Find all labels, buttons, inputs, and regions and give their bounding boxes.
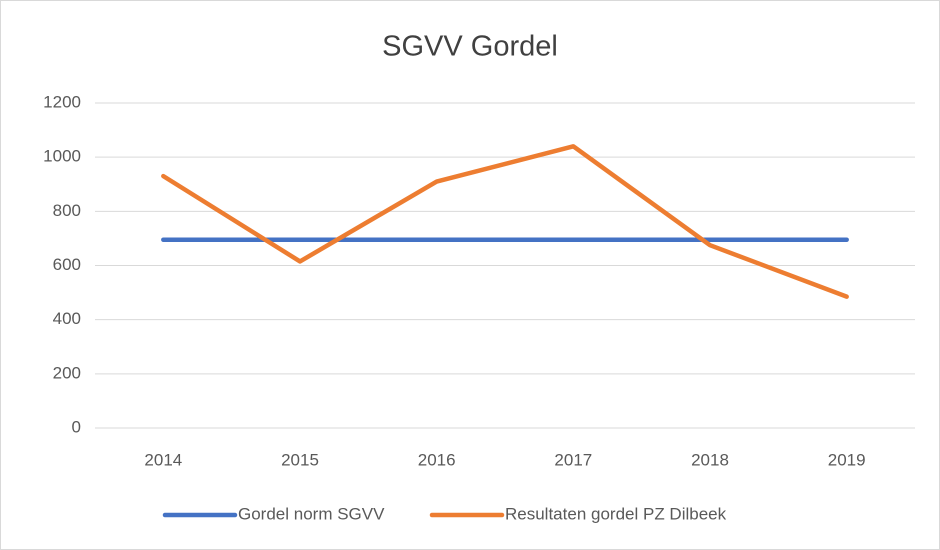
y-tick-label: 1000 bbox=[43, 147, 81, 166]
y-tick-label: 200 bbox=[53, 363, 81, 382]
y-tick-label: 600 bbox=[53, 255, 81, 274]
chart-title: SGVV Gordel bbox=[382, 31, 558, 63]
x-tick-label: 2019 bbox=[828, 450, 866, 469]
legend-label: Gordel norm SGVV bbox=[238, 504, 385, 523]
x-tick-label: 2018 bbox=[691, 450, 729, 469]
series-line bbox=[161, 144, 849, 299]
legend-label: Resultaten gordel PZ Dilbeek bbox=[505, 504, 727, 523]
x-tick-label: 2015 bbox=[281, 450, 319, 469]
y-tick-label: 800 bbox=[53, 201, 81, 220]
x-tick-label: 2014 bbox=[144, 450, 182, 469]
y-tick-label: 400 bbox=[53, 309, 81, 328]
y-tick-label: 0 bbox=[72, 417, 81, 436]
x-tick-label: 2016 bbox=[418, 450, 456, 469]
x-tick-label: 2017 bbox=[554, 450, 592, 469]
y-tick-label: 1200 bbox=[43, 92, 81, 111]
